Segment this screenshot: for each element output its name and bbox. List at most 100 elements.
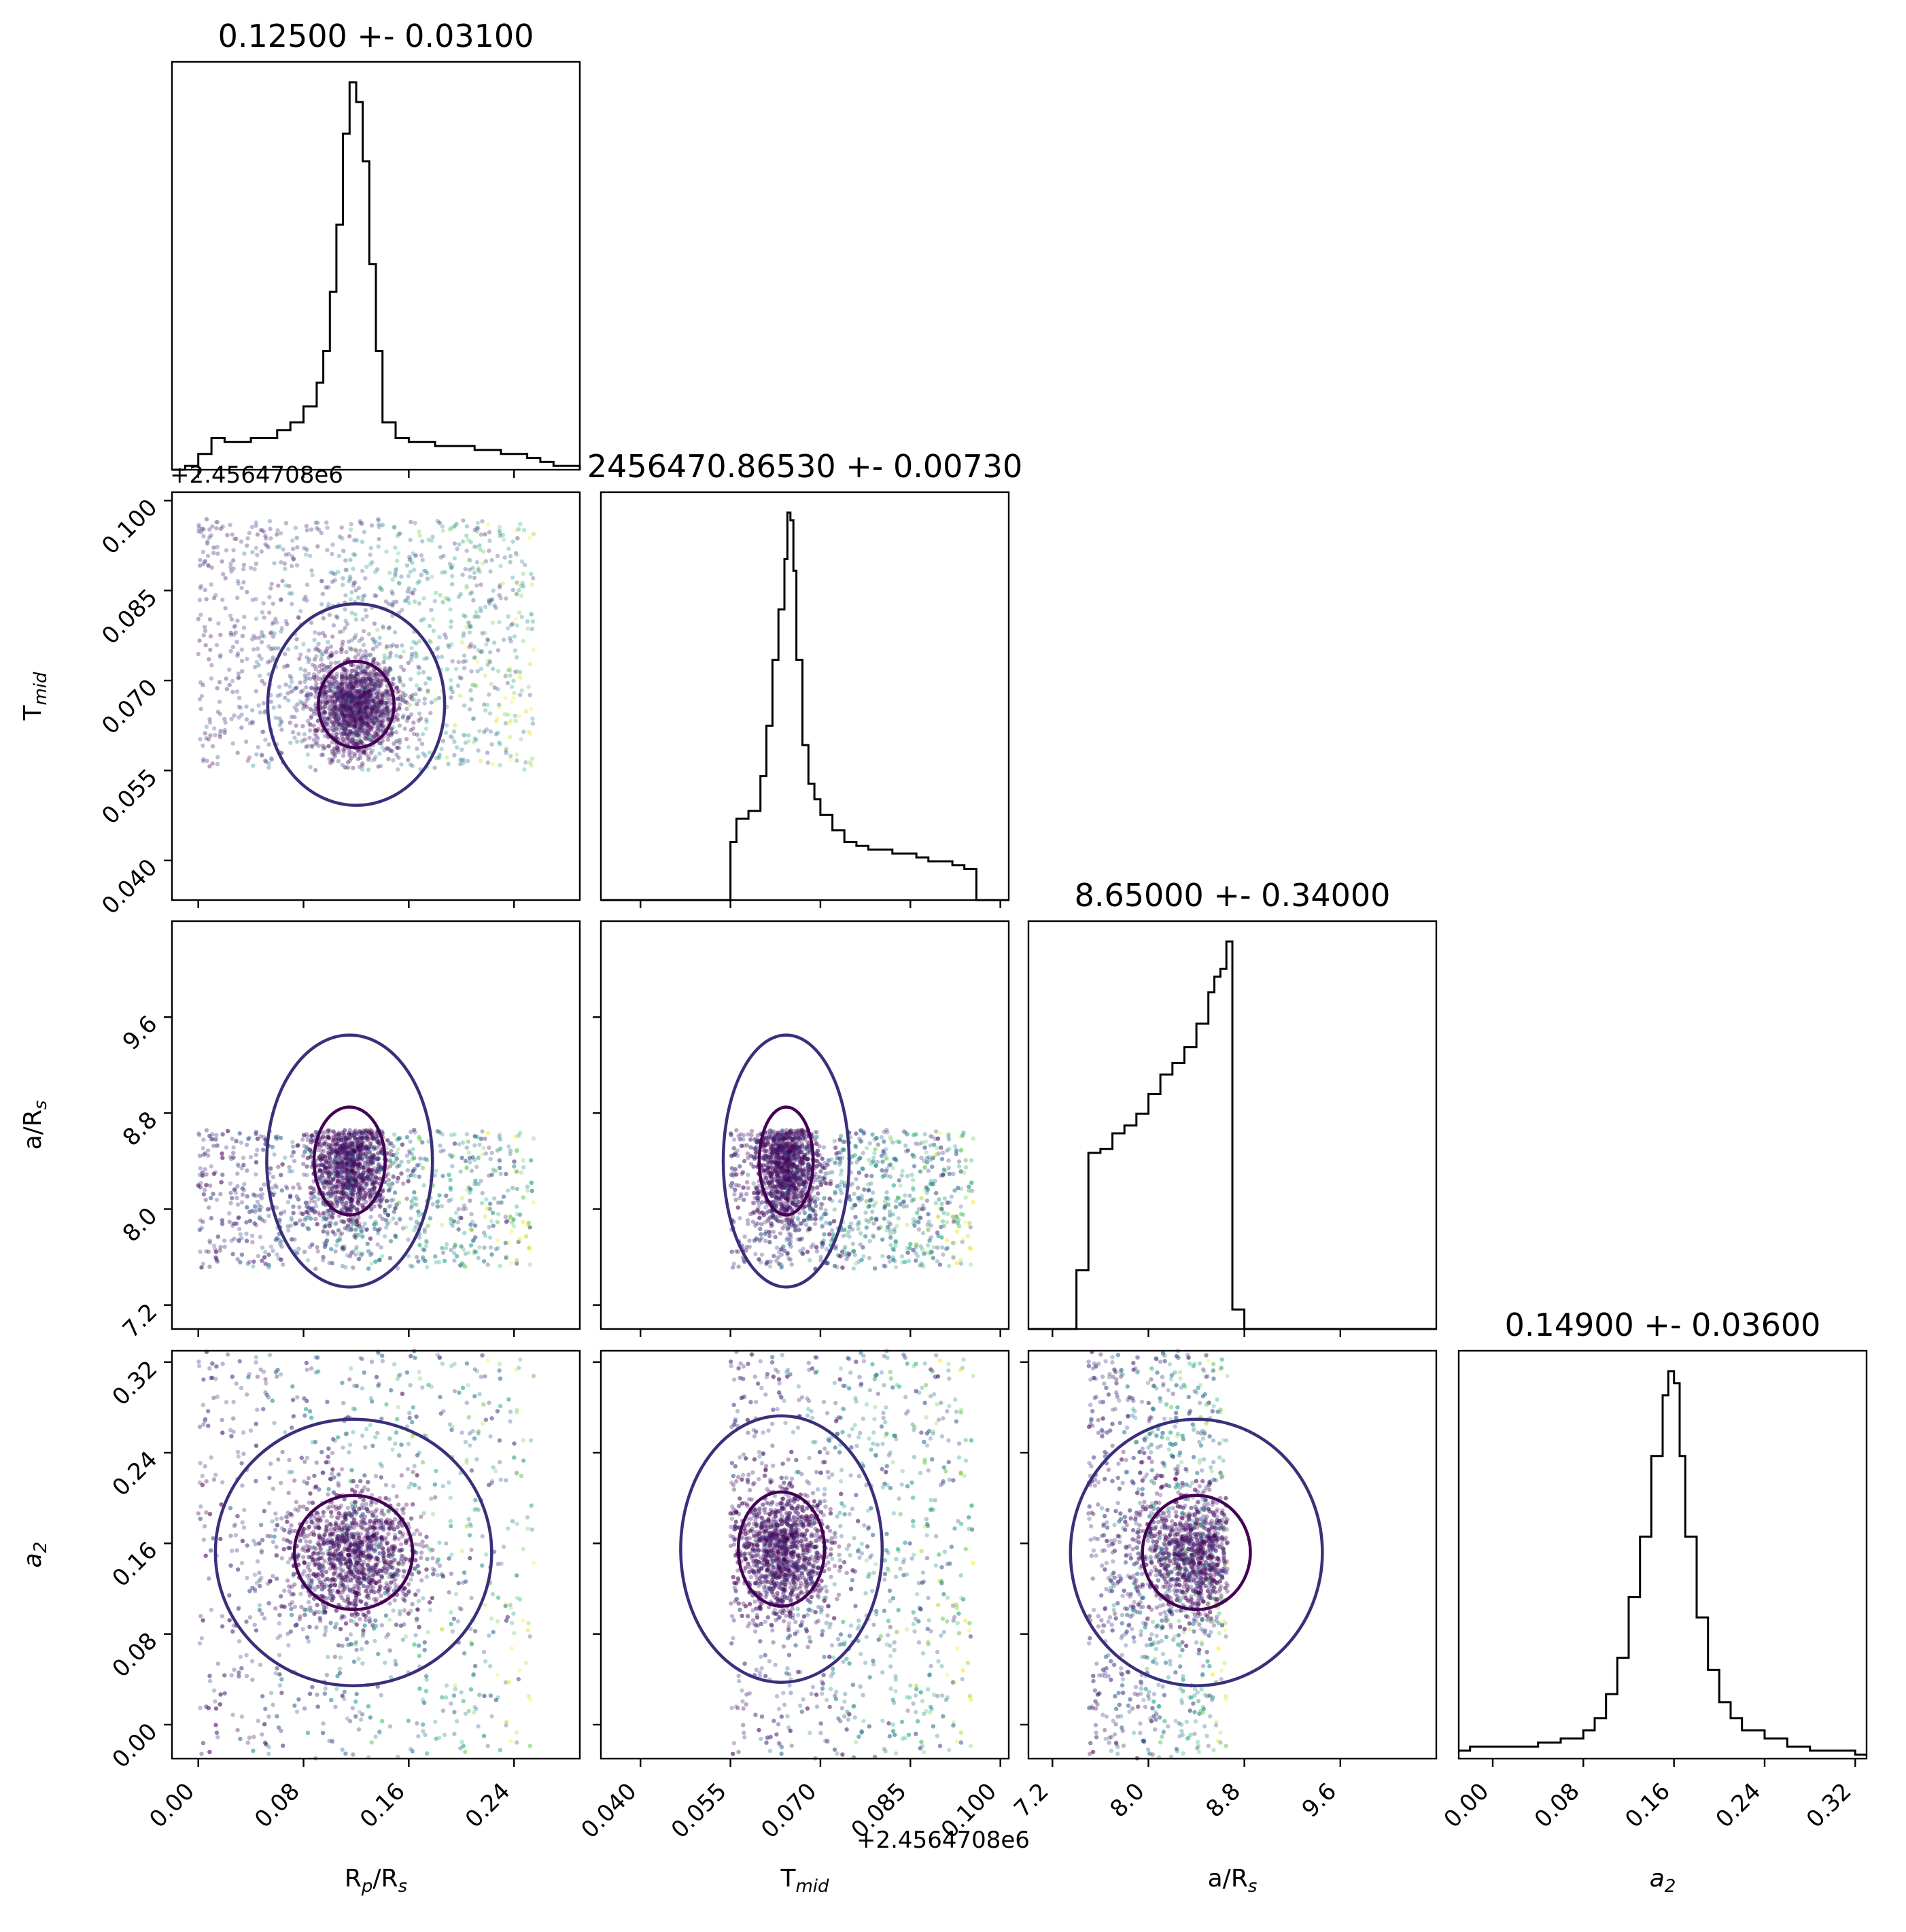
scatter-point xyxy=(498,742,502,746)
scatter-point xyxy=(349,710,353,716)
scatter-point xyxy=(347,1254,353,1259)
scatter-point xyxy=(371,691,377,696)
scatter-point xyxy=(372,1146,377,1151)
scatter-point xyxy=(530,627,534,632)
scatter-point xyxy=(485,662,490,667)
scatter-point xyxy=(254,689,259,694)
scatter-point xyxy=(305,698,309,703)
scatter-layer xyxy=(196,517,1230,1761)
scatter-point xyxy=(341,712,346,718)
scatter-point xyxy=(511,1217,516,1222)
scatter-point xyxy=(262,681,267,687)
scatter-point xyxy=(395,558,400,564)
scatter-point xyxy=(517,693,523,697)
scatter-point xyxy=(285,663,290,668)
scatter-point xyxy=(360,767,365,772)
scatter-point xyxy=(202,1188,207,1192)
scatter-point xyxy=(464,533,469,538)
scatter-point xyxy=(406,1179,411,1184)
scatter-point xyxy=(231,548,236,553)
scatter-point xyxy=(196,1183,201,1188)
scatter-point xyxy=(333,691,338,697)
scatter-point xyxy=(268,631,273,636)
scatter-point xyxy=(422,656,427,661)
scatter-point xyxy=(264,543,269,549)
scatter-point xyxy=(462,1230,467,1236)
scatter-point xyxy=(245,1142,249,1148)
scatter-point xyxy=(440,1173,445,1179)
scatter-point xyxy=(375,714,381,719)
scatter-point xyxy=(521,729,526,734)
scatter-point xyxy=(355,1143,360,1148)
scatter-point xyxy=(218,653,223,657)
scatter-point xyxy=(351,1157,356,1162)
scatter-point xyxy=(198,737,203,742)
scatter-point xyxy=(408,557,413,562)
scatter-point xyxy=(328,703,333,708)
scatter-point xyxy=(281,1262,285,1267)
scatter-point xyxy=(230,678,235,683)
scatter-point xyxy=(287,591,292,596)
scatter-point xyxy=(279,719,284,724)
scatter-point xyxy=(380,691,385,695)
scatter-point xyxy=(275,545,279,549)
scatter-point xyxy=(531,532,536,536)
scatter-point xyxy=(307,1205,312,1210)
scatter-point xyxy=(204,1128,209,1133)
scatter-point xyxy=(515,1261,519,1266)
scatter-point xyxy=(341,583,345,587)
scatter-point xyxy=(288,740,293,745)
scatter-point xyxy=(304,1209,309,1215)
scatter-point xyxy=(332,704,337,709)
scatter-point xyxy=(506,1188,510,1193)
scatter-point xyxy=(254,752,259,757)
scatter-point xyxy=(370,560,375,565)
scatter-point xyxy=(530,756,535,761)
scatter-point xyxy=(404,598,409,602)
scatter-point xyxy=(415,1163,420,1168)
scatter-point xyxy=(468,1243,474,1248)
scatter-point xyxy=(419,742,425,746)
scatter-point xyxy=(254,617,259,621)
scatter-point xyxy=(336,750,341,755)
scatter-point xyxy=(363,687,368,692)
scatter-point xyxy=(466,557,471,562)
scatter-point xyxy=(394,1221,399,1226)
scatter-point xyxy=(477,729,482,734)
scatter-point xyxy=(394,730,399,735)
scatter-point xyxy=(217,700,222,704)
scatter-point xyxy=(200,1170,205,1175)
scatter-point xyxy=(387,602,392,606)
scatter-point xyxy=(383,707,387,712)
scatter-point xyxy=(349,750,353,755)
scatter-point xyxy=(272,561,277,566)
scatter-point xyxy=(349,638,355,643)
scatter-point xyxy=(349,672,353,678)
scatter-point xyxy=(315,544,320,549)
scatter-point xyxy=(411,726,416,731)
scatter-point xyxy=(383,1207,387,1213)
scatter-point xyxy=(380,708,385,713)
scatter-point xyxy=(519,1170,524,1175)
scatter-point xyxy=(352,699,357,704)
scatter-point xyxy=(346,698,351,704)
scatter-point xyxy=(420,731,426,737)
scatter-point xyxy=(343,1128,347,1133)
scatter-point xyxy=(428,1216,433,1221)
scatter-point xyxy=(327,679,332,684)
scatter-point xyxy=(368,545,373,551)
scatter-point xyxy=(360,716,364,721)
scatter-point xyxy=(452,753,457,758)
scatter-point xyxy=(372,656,377,661)
scatter-point xyxy=(356,585,362,591)
scatter-point xyxy=(449,685,453,690)
scatter-point xyxy=(349,730,355,735)
scatter-point xyxy=(515,553,519,557)
scatter-point xyxy=(309,714,314,719)
scatter-point xyxy=(197,598,203,602)
scatter-point xyxy=(214,525,219,531)
scatter-point xyxy=(485,1131,491,1136)
scatter-point xyxy=(248,1154,254,1160)
scatter-point xyxy=(211,551,216,555)
scatter-point xyxy=(362,695,367,700)
